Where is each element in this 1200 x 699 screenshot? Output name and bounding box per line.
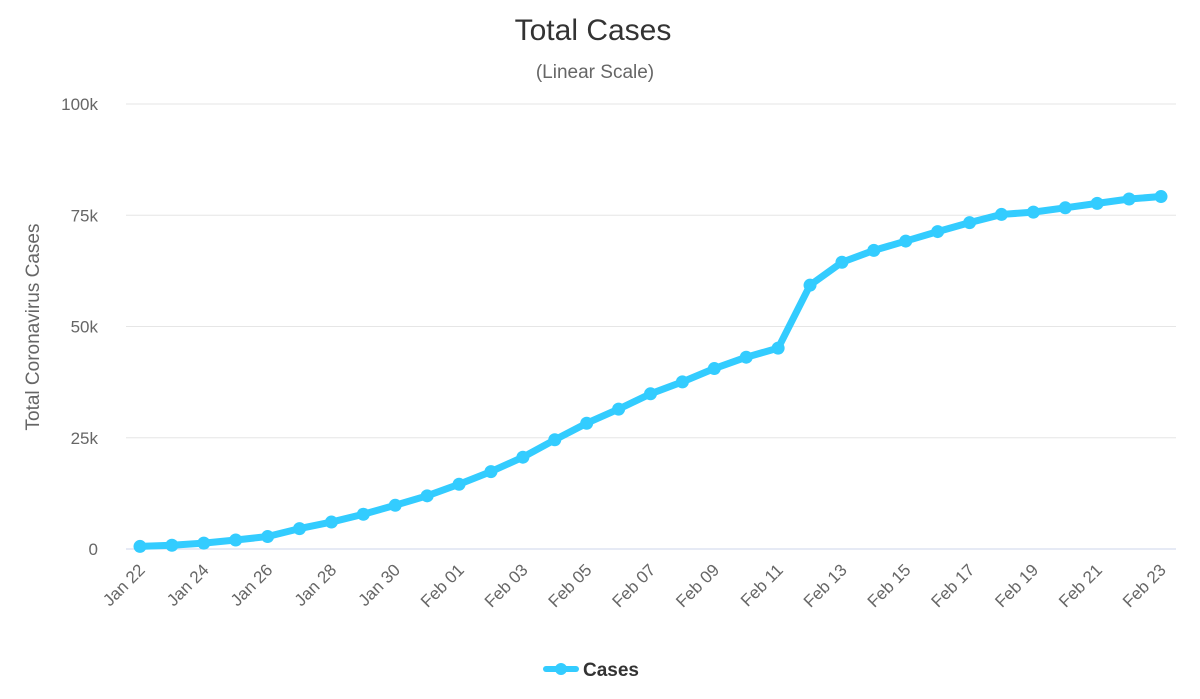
data-point[interactable] — [707, 362, 721, 376]
chart-title: Total Cases — [515, 14, 672, 47]
data-point[interactable] — [803, 278, 817, 292]
data-point[interactable] — [963, 216, 977, 230]
series-line-cases — [136, 193, 1165, 550]
data-point[interactable] — [739, 350, 753, 364]
y-tick-label: 25k — [71, 429, 99, 448]
x-tick-label: Feb 03 — [481, 560, 532, 611]
y-tick-label: 75k — [71, 206, 99, 225]
data-point[interactable] — [1122, 192, 1136, 206]
x-tick-label: Feb 05 — [545, 560, 596, 611]
x-tick-label: Feb 23 — [1119, 560, 1170, 611]
data-point[interactable] — [197, 536, 211, 550]
data-point[interactable] — [612, 402, 626, 416]
legend[interactable]: Cases — [543, 660, 639, 681]
data-point[interactable] — [1058, 201, 1072, 215]
x-tick-label: Jan 24 — [163, 560, 213, 610]
data-point[interactable] — [293, 522, 307, 536]
x-tick-label: Feb 13 — [800, 560, 851, 611]
data-point[interactable] — [867, 243, 881, 257]
legend-item-cases[interactable]: Cases — [583, 660, 639, 681]
x-tick-label: Jan 26 — [227, 560, 277, 610]
data-point[interactable] — [420, 489, 434, 503]
data-point[interactable] — [229, 533, 243, 547]
y-tick-label: 0 — [89, 540, 98, 559]
data-point[interactable] — [1154, 190, 1168, 204]
legend-point-marker — [555, 663, 567, 675]
y-tick-label: 50k — [71, 318, 99, 337]
x-tick-label: Feb 17 — [928, 560, 979, 611]
data-point[interactable] — [644, 387, 657, 401]
x-tick-label: Jan 30 — [355, 560, 405, 610]
x-tick-label: Feb 21 — [1055, 560, 1106, 611]
x-tick-label: Feb 19 — [991, 560, 1042, 611]
x-tick-label: Jan 22 — [99, 560, 149, 610]
data-point[interactable] — [675, 375, 689, 389]
data-point[interactable] — [516, 450, 530, 464]
data-point[interactable] — [1026, 205, 1040, 219]
data-point[interactable] — [388, 498, 402, 512]
chart-subtitle: (Linear Scale) — [536, 62, 654, 83]
y-tick-label: 100k — [61, 95, 98, 114]
data-point[interactable] — [324, 515, 338, 529]
x-tick-label: Feb 07 — [608, 560, 659, 611]
data-point[interactable] — [899, 234, 913, 248]
data-point[interactable] — [484, 465, 498, 479]
data-point[interactable] — [931, 225, 945, 239]
data-point[interactable] — [994, 207, 1008, 221]
x-tick-label: Feb 01 — [417, 560, 468, 611]
x-tick-label: Feb 09 — [672, 560, 723, 611]
data-point[interactable] — [165, 538, 179, 552]
data-point[interactable] — [548, 433, 562, 447]
data-point[interactable] — [771, 341, 785, 355]
data-point[interactable] — [452, 477, 466, 491]
x-tick-label: Feb 11 — [737, 560, 787, 610]
x-tick-label: Jan 28 — [291, 560, 341, 610]
data-point[interactable] — [261, 530, 275, 544]
y-axis-label: Total Coronavirus Cases — [23, 224, 44, 431]
data-point[interactable] — [1090, 196, 1104, 210]
data-point[interactable] — [356, 507, 370, 521]
data-point[interactable] — [835, 255, 849, 269]
data-point[interactable] — [580, 416, 594, 430]
data-point[interactable] — [133, 539, 147, 553]
x-tick-label: Feb 15 — [864, 560, 915, 611]
